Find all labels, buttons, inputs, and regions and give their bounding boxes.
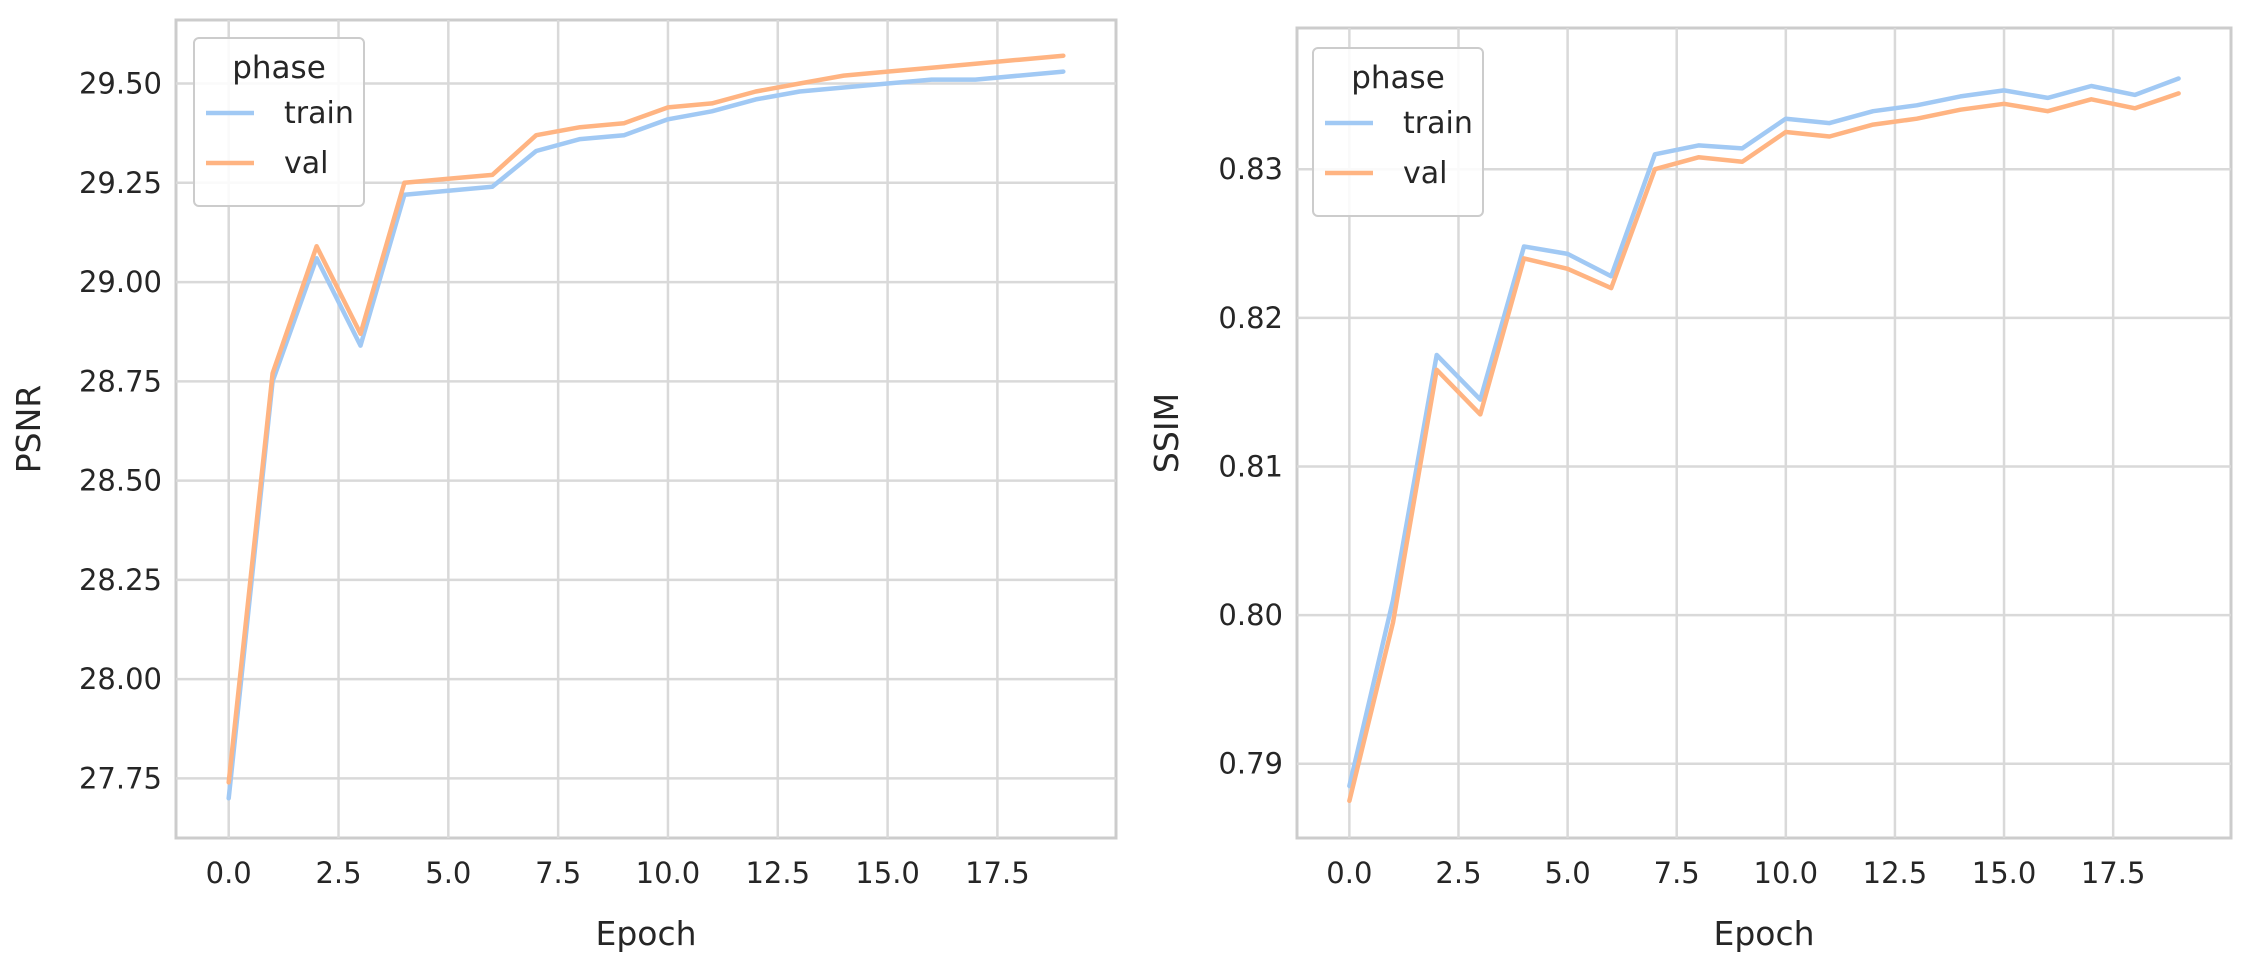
x-axis-title: Epoch [1713,914,1814,953]
x-axis-title: Epoch [595,914,696,953]
legend-label-train: train [1403,106,1473,141]
x-tick-label: 17.5 [965,856,1030,890]
y-tick-label: 28.50 [79,464,162,498]
x-tick-label: 15.0 [1972,856,2037,890]
series-line-val [1347,91,2181,804]
x-tick-label: 2.5 [315,856,361,890]
legend: phase train val [1312,47,1484,217]
x-tick-label: 0.0 [1326,856,1372,890]
y-tick-label: 27.75 [79,761,162,795]
x-tick-label: 15.0 [855,856,920,890]
x-tick-label: 7.5 [535,856,581,890]
y-tick-label: 29.00 [79,265,162,299]
x-tick-label: 10.0 [636,856,701,890]
legend-label-train: train [284,96,354,131]
legend-title: phase [1351,60,1445,96]
y-tick-label: 28.00 [79,662,162,696]
x-tick-label: 7.5 [1654,856,1700,890]
legend-label-val: val [284,146,328,181]
x-tick-label: 0.0 [206,856,252,890]
series-line-val [226,53,1066,785]
y-axis-title: PSNR [9,385,48,473]
x-tick-label: 10.0 [1754,856,1819,890]
series-line-train [1347,76,2181,789]
x-tick-label: 2.5 [1435,856,1481,890]
y-tick-label: 0.82 [1218,301,1283,335]
chart-panel-2: 0.0 2.5 5.0 7.5 10.0 12.5 15.0 17.5 0.79 0.80 0.81… [1147,26,2233,953]
legend-title: phase [232,50,326,86]
y-tick-label: 0.79 [1218,747,1283,781]
x-tick-label: 17.5 [2081,856,2146,890]
x-tick-label: 12.5 [1863,856,1928,890]
legend-label-val: val [1403,156,1447,191]
series-line-train [226,69,1066,801]
y-tick-label: 29.25 [79,166,162,200]
x-tick-label: 5.0 [425,856,471,890]
y-tick-label: 0.80 [1218,598,1283,632]
y-tick-label: 28.75 [79,364,162,398]
y-tick-label: 0.83 [1218,152,1283,186]
y-tick-label: 28.25 [79,563,162,597]
chart-panel-1: 0.0 2.5 5.0 7.5 10.0 12.5 15.0 17.5 27.75 28.00 28… [9,18,1118,953]
y-axis-title: SSIM [1147,393,1186,473]
y-tick-label: 0.81 [1218,449,1283,483]
x-tick-label: 12.5 [745,856,810,890]
legend: phase train val [193,37,365,207]
y-tick-label: 29.50 [79,67,162,101]
x-tick-label: 5.0 [1545,856,1591,890]
